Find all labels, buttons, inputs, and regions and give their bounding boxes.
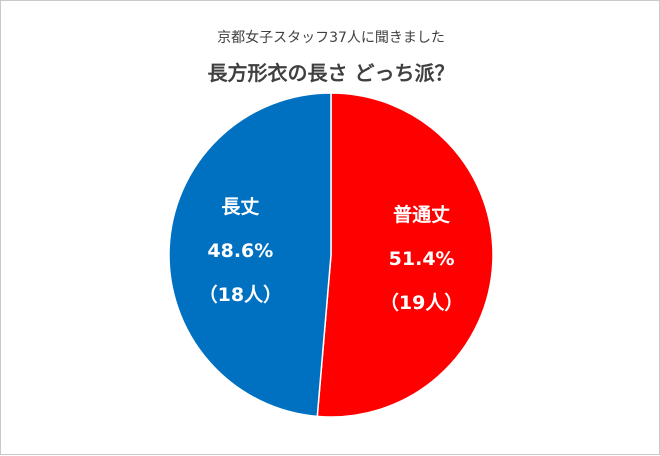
chart-title: 長方形衣の長さ どっち派？ xyxy=(208,61,455,85)
pie-slices xyxy=(168,92,494,418)
slice-percent-1: 51.4% xyxy=(389,248,455,270)
pie-slice-2 xyxy=(168,92,332,418)
slice-label-2: 長丈 xyxy=(221,196,259,218)
pie-labels: 普通丈 51.4% （19人） 長丈 48.6% （18人） xyxy=(199,196,464,314)
chart-subtitle: 京都女子スタッフ37人に聞きました xyxy=(217,29,445,46)
slice-label-1: 普通丈 xyxy=(393,203,450,226)
slice-count-1: （19人） xyxy=(380,291,463,314)
pie-slice-1 xyxy=(316,92,494,418)
slice-percent-2: 48.6% xyxy=(207,240,273,262)
slice-count-2: （18人） xyxy=(199,283,282,306)
